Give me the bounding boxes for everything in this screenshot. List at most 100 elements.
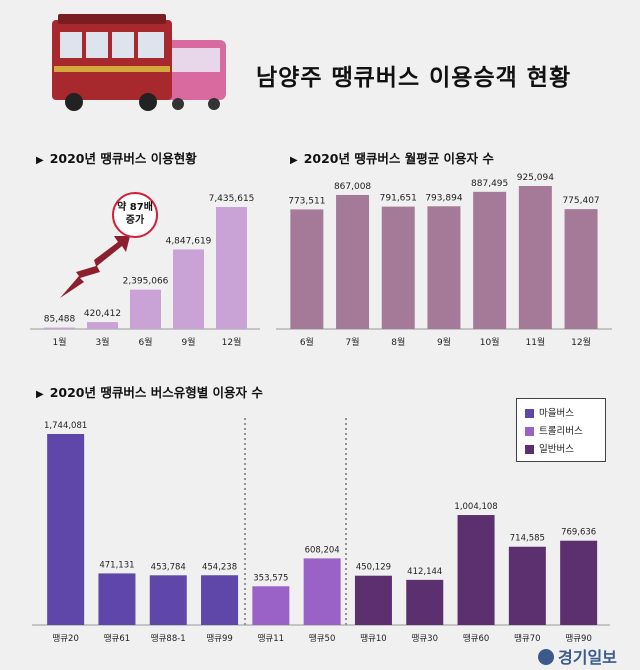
data-label: 471,131: [99, 560, 134, 570]
legend-item: 마을버스: [525, 405, 574, 419]
growth-arrow: [60, 236, 130, 298]
bar: [381, 206, 415, 329]
chart3-title-row: ▶ 2020년 땡큐버스 버스유형별 이용자 수: [36, 382, 263, 401]
bar: [427, 206, 461, 329]
publisher-logo: 경기일보: [538, 644, 617, 668]
data-label: 85,488: [44, 315, 76, 325]
tick-label: 12월: [222, 336, 242, 348]
data-label: 420,412: [84, 309, 121, 319]
header: 남양주 땡큐버스 이용승객 현황: [0, 0, 640, 120]
tick-label: 6월: [300, 336, 314, 348]
bar: [303, 558, 341, 625]
callout-line2: 증가: [125, 215, 145, 226]
legend: 마을버스 트롤리버스 일반버스: [516, 398, 606, 462]
tick-label: 1월: [52, 336, 66, 348]
tick-label: 3월: [95, 336, 109, 348]
tick-label: 12월: [571, 336, 591, 348]
data-label: 353,575: [253, 573, 288, 583]
data-label: 453,784: [151, 562, 186, 572]
bar: [201, 575, 239, 625]
data-label: 887,495: [471, 179, 508, 189]
tick-label: 땡큐88-1: [151, 633, 186, 644]
legend-label: 마을버스: [539, 408, 574, 419]
bar: [508, 546, 546, 625]
tick-label: 10월: [480, 336, 500, 348]
tick-label: 땡큐99: [206, 633, 232, 644]
data-label: 454,238: [202, 562, 237, 572]
legend-swatch: [525, 409, 534, 418]
legend-swatch: [525, 427, 534, 436]
legend-label: 트롤리버스: [539, 426, 583, 437]
legend-item: 일반버스: [525, 441, 574, 455]
bar: [560, 540, 598, 625]
data-label: 450,129: [356, 563, 391, 573]
data-label: 4,847,619: [166, 236, 212, 246]
data-label: 608,204: [305, 545, 340, 555]
bar: [473, 191, 507, 329]
bar: [149, 575, 187, 625]
chart1-title: 2020년 땡큐버스 이용현황: [49, 151, 197, 166]
triangle-icon: ▶: [36, 389, 44, 400]
tick-label: 11월: [525, 336, 545, 348]
data-label: 2,395,066: [123, 277, 169, 287]
tick-label: 9월: [437, 336, 451, 348]
bar: [518, 186, 552, 329]
bar: [87, 322, 118, 329]
chart2-title: 2020년 땡큐버스 월평균 이용자 수: [303, 151, 494, 166]
tick-label: 8월: [391, 336, 405, 348]
data-label: 775,407: [562, 196, 599, 206]
bar: [457, 515, 495, 625]
chart3-title: 2020년 땡큐버스 버스유형별 이용자 수: [49, 385, 263, 400]
data-label: 714,585: [510, 534, 545, 544]
tick-label: 땡큐20: [52, 633, 78, 644]
data-label: 867,008: [334, 182, 371, 192]
bar: [252, 586, 290, 625]
bar: [130, 289, 161, 329]
tick-label: 땡큐70: [514, 633, 540, 644]
legend-swatch: [525, 445, 534, 454]
logo-text: 경기일보: [558, 648, 617, 667]
data-label: 769,636: [561, 528, 596, 538]
tick-label: 9월: [181, 336, 195, 348]
legend-item: 트롤리버스: [525, 423, 583, 437]
data-label: 412,144: [407, 567, 442, 577]
tick-label: 땡큐61: [104, 633, 130, 644]
legend-label: 일반버스: [539, 444, 574, 455]
bar: [336, 194, 370, 329]
bar: [98, 573, 136, 625]
tick-label: 7월: [346, 336, 360, 348]
tick-label: 땡큐10: [360, 633, 386, 644]
bar: [216, 207, 247, 329]
bar: [406, 579, 444, 625]
chart1-title-row: ▶ 2020년 땡큐버스 이용현황: [36, 148, 197, 167]
logo-icon: [538, 649, 554, 665]
tick-label: 땡큐11: [258, 633, 284, 644]
tick-label: 땡큐30: [412, 633, 438, 644]
bar: [290, 209, 324, 329]
data-label: 1,004,108: [454, 502, 497, 512]
bar: [354, 575, 392, 625]
data-label: 791,651: [380, 194, 417, 204]
data-label: 793,894: [425, 193, 462, 203]
data-label: 1,744,081: [44, 421, 87, 431]
tick-label: 땡큐60: [463, 633, 489, 644]
triangle-icon: ▶: [36, 155, 44, 166]
tick-label: 땡큐90: [565, 633, 591, 644]
bar: [47, 434, 85, 625]
page-title: 남양주 땡큐버스 이용승객 현황: [256, 65, 572, 91]
data-label: 773,511: [288, 196, 325, 206]
data-label: 7,435,615: [209, 194, 255, 204]
callout-line1: 약 87배: [117, 202, 153, 213]
bar: [564, 209, 598, 329]
bus-illustration: [52, 14, 226, 111]
tick-label: 6월: [138, 336, 152, 348]
bar: [44, 327, 75, 329]
data-label: 925,094: [517, 173, 554, 183]
growth-callout: 약 87배 증가: [112, 192, 158, 238]
bar: [173, 249, 204, 329]
chart2-title-row: ▶ 2020년 땡큐버스 월평균 이용자 수: [290, 148, 494, 167]
triangle-icon: ▶: [290, 155, 298, 166]
